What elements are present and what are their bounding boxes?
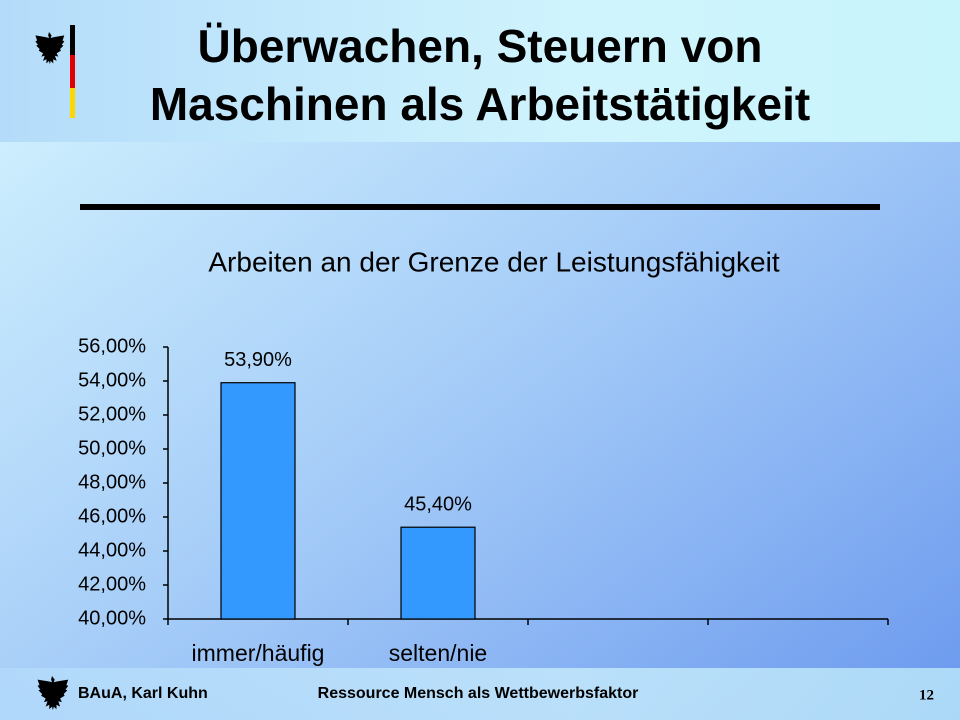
x-tick-label: selten/nie (389, 640, 487, 666)
header-band (0, 0, 960, 142)
bar (220, 382, 296, 620)
footer-topic: Ressource Mensch als Wettbewerbsfaktor (318, 685, 639, 702)
divider (80, 204, 880, 210)
y-tick-label: 40,00% (78, 607, 146, 629)
flag-black (70, 25, 75, 55)
value-label: 53,90% (224, 349, 292, 371)
page-number: 12 (919, 687, 934, 703)
value-label: 45,40% (404, 493, 472, 515)
y-tick-label: 56,00% (78, 335, 146, 357)
y-tick-label: 42,00% (78, 573, 146, 595)
slide-title: Maschinen als Arbeitstätigkeit (150, 78, 810, 130)
chart-title: Arbeiten an der Grenze der Leistungsfähi… (208, 246, 779, 277)
y-tick-label: 52,00% (78, 403, 146, 425)
flag-gold (70, 88, 75, 118)
x-tick-label: immer/häufig (192, 640, 325, 666)
flag-red (70, 55, 75, 88)
slide-title: Überwachen, Steuern von (198, 20, 763, 72)
footer-author: BAuA, Karl Kuhn (78, 685, 208, 702)
y-tick-label: 44,00% (78, 539, 146, 561)
y-tick-label: 54,00% (78, 369, 146, 391)
bar (400, 526, 476, 620)
y-tick-label: 46,00% (78, 505, 146, 527)
y-tick-label: 48,00% (78, 471, 146, 493)
y-tick-label: 50,00% (78, 437, 146, 459)
footer-band (0, 668, 960, 720)
